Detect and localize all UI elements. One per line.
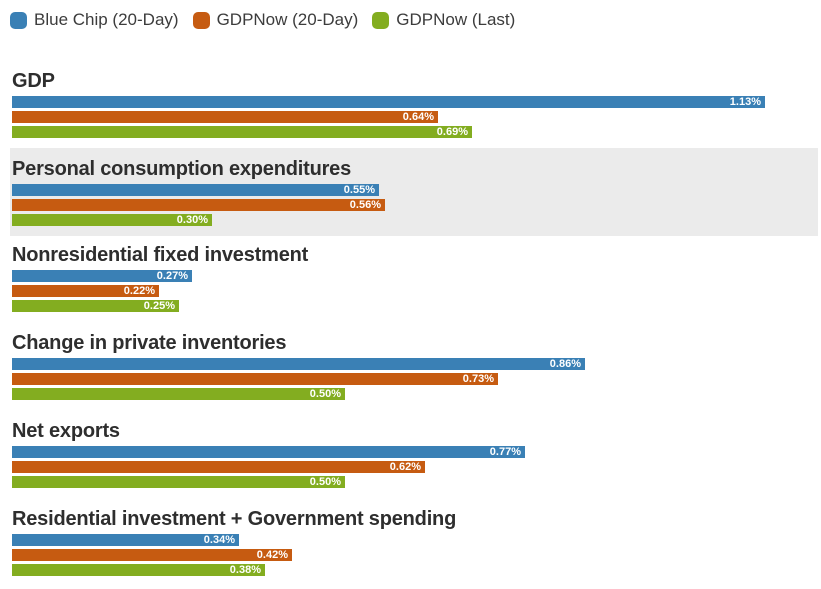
legend-swatch-icon	[10, 11, 27, 29]
bar-value-label: 0.73%	[462, 373, 494, 385]
bar-value-label: 0.55%	[343, 184, 375, 196]
bar-row: 0.64%	[12, 111, 765, 123]
category-title: Nonresidential fixed investment	[12, 244, 309, 266]
legend-item: GDPNow (20-Day)	[192, 10, 359, 30]
bar-value-label: 0.50%	[309, 388, 341, 400]
bar-row: 0.25%	[12, 300, 765, 312]
bar: 0.50%	[12, 388, 345, 400]
bar-value-label: 0.56%	[349, 199, 381, 211]
category-section: GDP 1.13% 0.64% 0.69%	[0, 70, 818, 138]
category-section: Change in private inventories 0.86% 0.73% 0…	[0, 332, 818, 400]
bar-row: 0.42%	[12, 549, 765, 561]
bar-value-label: 0.77%	[489, 446, 521, 458]
bar-value-label: 0.27%	[156, 270, 188, 282]
bar-value-label: 0.22%	[123, 285, 155, 297]
category-title: Net exports	[12, 420, 120, 442]
bar: 0.38%	[12, 564, 265, 576]
bar-row: 0.77%	[12, 446, 765, 458]
bar-row: 1.13%	[12, 96, 765, 108]
bar-row: 0.86%	[12, 358, 765, 370]
bar-value-label: 1.13%	[729, 96, 761, 108]
bar-row: 0.38%	[12, 564, 765, 576]
category-title: Residential investment + Government spen…	[12, 508, 457, 530]
bar-value-label: 0.38%	[229, 564, 261, 576]
legend-label: GDPNow (20-Day)	[216, 10, 359, 29]
bar-row: 0.27%	[12, 270, 765, 282]
category-title: Personal consumption expenditures	[12, 158, 352, 180]
bar-row: 0.34%	[12, 534, 765, 546]
bar-row: 0.69%	[12, 126, 765, 138]
bar-row: 0.50%	[12, 388, 765, 400]
bar-row: 0.73%	[12, 373, 765, 385]
legend: Blue Chip (20-Day) GDPNow (20-Day) GDPNow …	[10, 8, 821, 32]
bar-row: 0.30%	[12, 214, 765, 226]
bar-value-label: 0.34%	[203, 534, 235, 546]
bar-row: 0.22%	[12, 285, 765, 297]
bar: 0.25%	[12, 300, 179, 312]
category-title: GDP	[12, 70, 55, 92]
category-section: Nonresidential fixed investment 0.27% 0.22…	[0, 244, 818, 312]
bar: 0.64%	[12, 111, 438, 123]
legend-swatch-icon	[372, 11, 390, 29]
legend-item: Blue Chip (20-Day)	[10, 10, 179, 30]
bar: 0.73%	[12, 373, 498, 385]
bar: 0.56%	[12, 199, 385, 211]
chart: GDP 1.13% 0.64% 0.69% Personal consumption e…	[0, 70, 821, 576]
bar: 0.22%	[12, 285, 159, 297]
bar: 0.62%	[12, 461, 425, 473]
bar-row: 0.62%	[12, 461, 765, 473]
bar-value-label: 0.64%	[402, 111, 434, 123]
bar-row: 0.56%	[12, 199, 765, 211]
bar: 0.30%	[12, 214, 212, 226]
bar-value-label: 0.30%	[176, 214, 208, 226]
bar: 0.86%	[12, 358, 585, 370]
bar-value-label: 0.25%	[143, 300, 175, 312]
bar-row: 0.55%	[12, 184, 765, 196]
bar: 0.69%	[12, 126, 472, 138]
bar: 0.27%	[12, 270, 192, 282]
bar: 0.34%	[12, 534, 239, 546]
bar-value-label: 0.69%	[436, 126, 468, 138]
bar-value-label: 0.50%	[309, 476, 341, 488]
bar: 0.42%	[12, 549, 292, 561]
legend-label: GDPNow (Last)	[396, 10, 516, 29]
bar: 1.13%	[12, 96, 765, 108]
bar-value-label: 0.42%	[256, 549, 288, 561]
legend-item: GDPNow (Last)	[372, 10, 515, 30]
bar: 0.55%	[12, 184, 379, 196]
category-section: Residential investment + Government spen…	[0, 508, 818, 576]
bar-value-label: 0.86%	[549, 358, 581, 370]
bar: 0.77%	[12, 446, 525, 458]
legend-label: Blue Chip (20-Day)	[34, 10, 179, 29]
category-section: Personal consumption expenditures 0.55% 0.…	[10, 148, 818, 236]
bar-value-label: 0.62%	[389, 461, 421, 473]
bar-row: 0.50%	[12, 476, 765, 488]
bar: 0.50%	[12, 476, 345, 488]
legend-swatch-icon	[192, 11, 210, 29]
category-title: Change in private inventories	[12, 332, 287, 354]
category-section: Net exports 0.77% 0.62% 0.50%	[0, 420, 818, 488]
